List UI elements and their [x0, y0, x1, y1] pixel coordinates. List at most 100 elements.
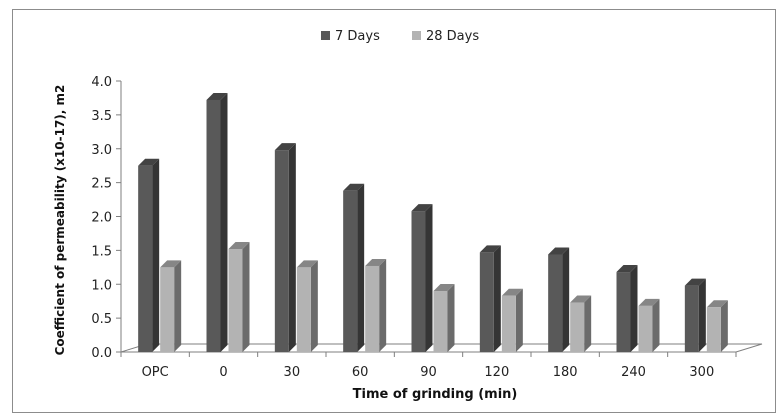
bar-front-face: [616, 272, 631, 352]
bar-7-days: [343, 183, 365, 352]
x-tick-label: 30: [284, 365, 301, 380]
bar-side-face: [515, 288, 523, 352]
y-tick-label: 2.5: [91, 177, 112, 192]
bar-side-face: [562, 247, 570, 352]
bar-side-face: [242, 242, 250, 352]
bar-side-face: [425, 204, 433, 352]
legend: 7 Days 28 Days: [321, 29, 479, 44]
y-tick-label: 3.5: [91, 109, 112, 124]
bar-side-face: [630, 265, 638, 352]
bar-front-face: [343, 190, 358, 352]
bar-top-face: [638, 298, 660, 306]
bar-top-face: [548, 247, 570, 255]
bar-front-face: [684, 285, 699, 352]
bar-front-face: [570, 302, 585, 352]
bar-top-face: [138, 158, 160, 166]
bar-side-face: [584, 295, 592, 352]
axes: [116, 80, 737, 357]
y-tick-label: 0.5: [91, 312, 112, 327]
bar-28-days: [296, 260, 318, 352]
bar-front-face: [433, 291, 448, 352]
bar-top-face: [706, 300, 728, 308]
x-tick-label: 120: [484, 365, 509, 380]
bar-front-face: [365, 265, 380, 352]
bar-side-face: [357, 183, 365, 352]
bar-28-days: [365, 258, 387, 352]
bar-top-face: [479, 245, 501, 253]
bar-front-face: [274, 150, 289, 352]
x-tick-label: 90: [420, 365, 437, 380]
bar-28-days: [570, 295, 592, 352]
bar-side-face: [174, 260, 182, 352]
bar-top-face: [296, 260, 318, 268]
legend-swatch-28-days: [412, 31, 421, 40]
y-axis-title: Coefficient of permeability (x10-17), m2: [53, 85, 67, 356]
bar-side-face: [447, 284, 455, 352]
legend-swatch-7-days: [321, 31, 330, 40]
bar-top-face: [274, 143, 296, 151]
x-tick-label: 240: [621, 365, 646, 380]
bar-top-face: [160, 260, 182, 268]
bar-top-face: [570, 295, 592, 303]
bar-top-face: [501, 288, 523, 296]
bar-front-face: [138, 165, 153, 352]
x-tick-label: OPC: [142, 365, 169, 380]
bar-top-face: [433, 284, 455, 292]
bar-28-days: [638, 298, 660, 352]
chart-frame: 0.0 0.5 1.0 1.5 2.0 2.5 3.0 3.5 4.0 OPC 0 30 60 90 120…: [12, 9, 776, 413]
x-tick-label: 0: [219, 365, 227, 380]
bar-side-face: [652, 298, 660, 352]
bars: [138, 92, 728, 352]
bar-front-face: [160, 267, 175, 352]
y-tick-label: 2.0: [91, 211, 112, 226]
bar-28-days: [706, 300, 728, 352]
bar-front-face: [706, 307, 721, 352]
y-tick-label: 4.0: [91, 75, 112, 90]
bar-top-face: [616, 265, 638, 273]
bar-side-face: [379, 258, 387, 352]
bar-chart: 0.0 0.5 1.0 1.5 2.0 2.5 3.0 3.5 4.0 OPC 0 30 60 90 120…: [53, 29, 763, 402]
bar-front-face: [228, 249, 243, 352]
bar-front-face: [638, 305, 653, 352]
bar-28-days: [433, 284, 455, 352]
tick-labels: 0.0 0.5 1.0 1.5 2.0 2.5 3.0 3.5 4.0 OPC 0 30 60 90 120…: [91, 75, 714, 380]
bar-7-days: [548, 247, 570, 352]
y-tick-label: 1.5: [91, 244, 112, 259]
bar-7-days: [479, 245, 501, 352]
bar-7-days: [684, 278, 706, 352]
bar-top-face: [228, 242, 250, 250]
bar-side-face: [220, 92, 228, 352]
legend-label-28-days: 28 Days: [426, 29, 479, 44]
y-tick-label: 1.0: [91, 278, 112, 293]
bar-7-days: [616, 265, 638, 352]
bar-28-days: [228, 242, 250, 352]
bar-top-face: [684, 278, 706, 286]
bar-7-days: [138, 158, 160, 352]
bar-side-face: [288, 143, 296, 352]
y-tick-label: 3.0: [91, 143, 112, 158]
y-tick-label: 0.0: [91, 346, 112, 361]
bar-top-face: [343, 183, 365, 191]
bar-front-face: [548, 254, 563, 352]
bar-side-face: [493, 245, 501, 352]
bar-front-face: [501, 295, 516, 352]
bar-7-days: [274, 143, 296, 352]
bar-side-face: [310, 260, 318, 352]
bar-7-days: [206, 92, 228, 352]
legend-label-7-days: 7 Days: [335, 29, 380, 44]
bar-top-face: [206, 92, 228, 100]
bar-top-face: [365, 258, 387, 266]
bar-7-days: [411, 204, 433, 352]
bar-side-face: [698, 278, 706, 352]
bar-front-face: [411, 211, 426, 352]
x-axis-title: Time of grinding (min): [353, 387, 518, 402]
x-tick-label: 300: [689, 365, 714, 380]
x-tick-label: 60: [352, 365, 369, 380]
bar-front-face: [206, 99, 221, 352]
bar-front-face: [296, 267, 311, 352]
bar-front-face: [479, 252, 494, 352]
bar-side-face: [152, 158, 160, 352]
bar-side-face: [720, 300, 728, 352]
x-tick-label: 180: [553, 365, 578, 380]
bar-28-days: [501, 288, 523, 352]
